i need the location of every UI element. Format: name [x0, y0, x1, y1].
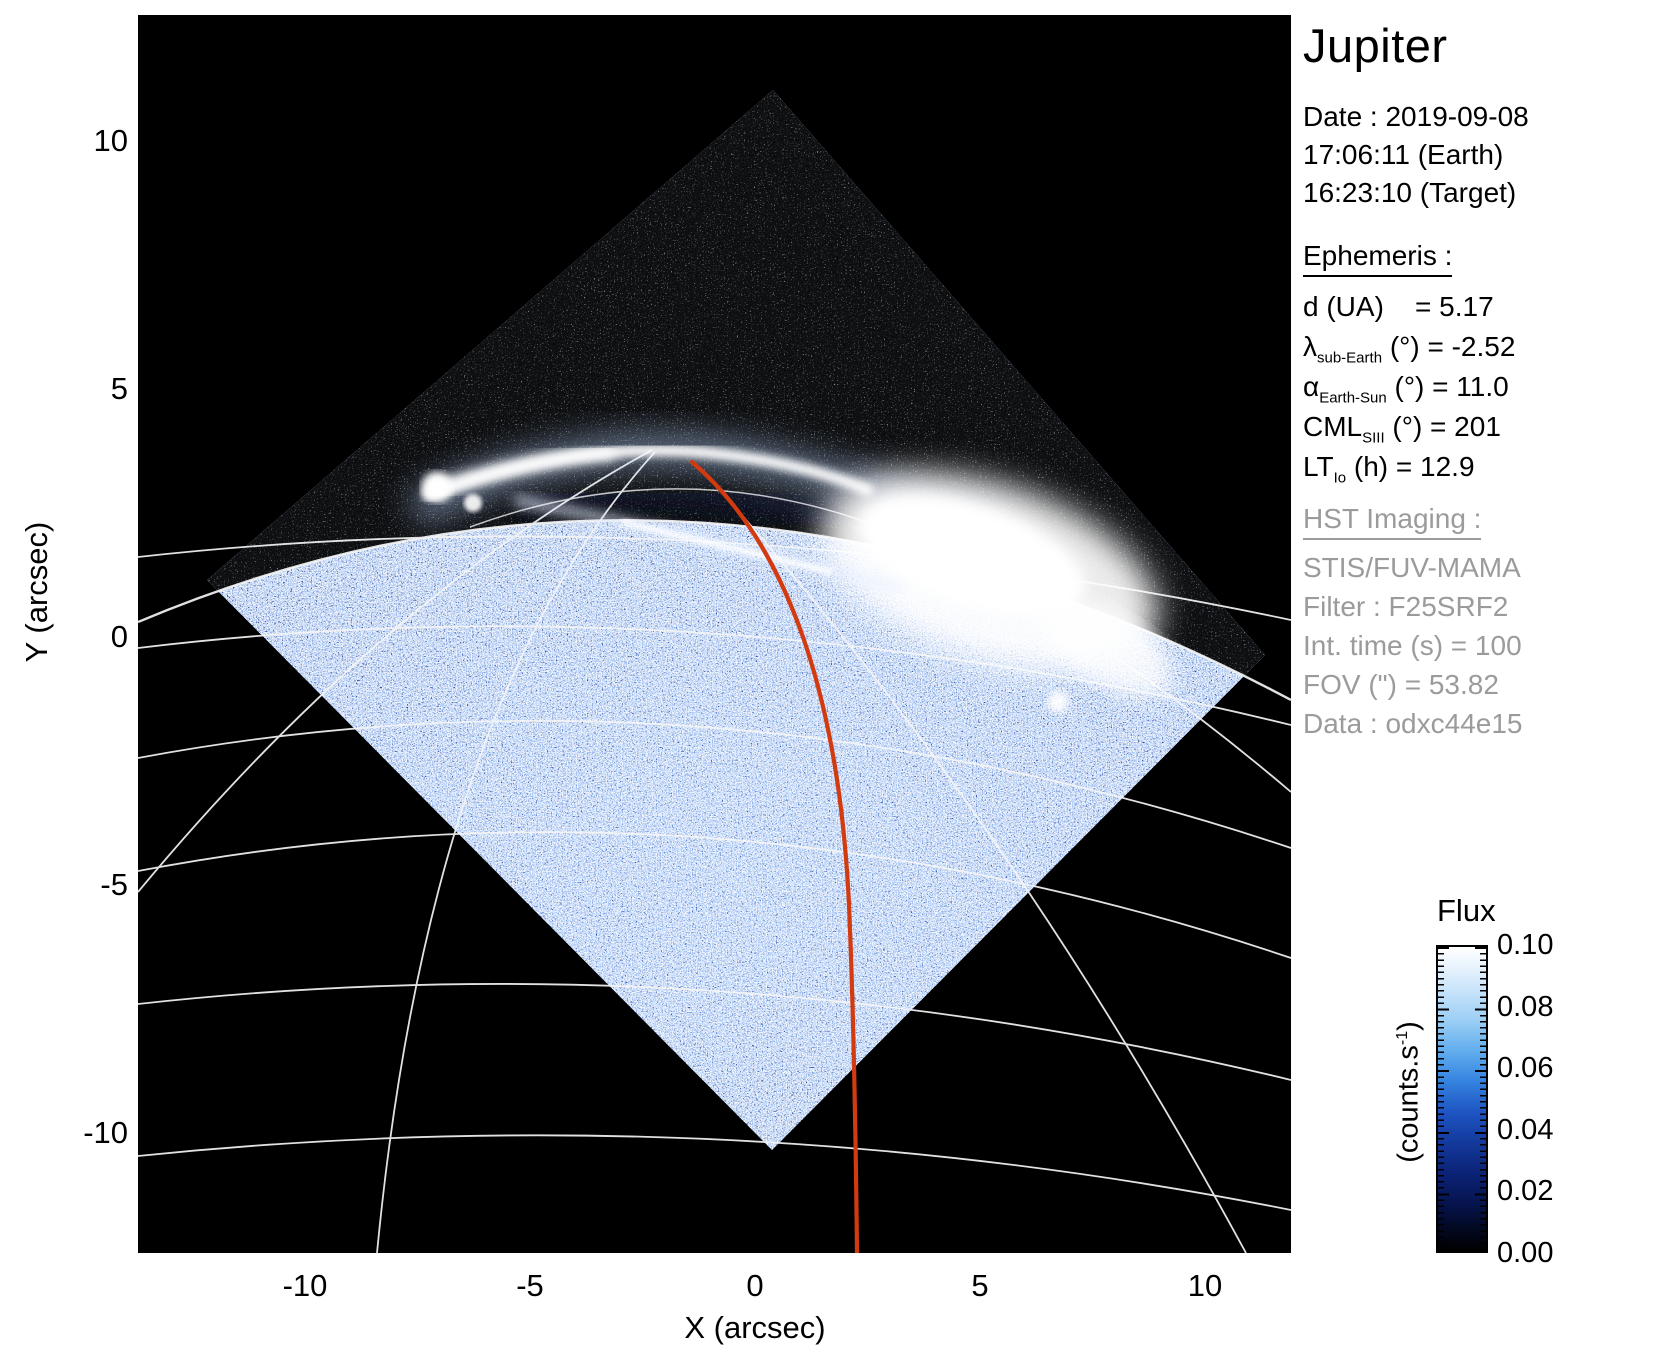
hst-imaging-row: STIS/FUV-MAMA [1303, 552, 1521, 583]
hst-imaging-row: FOV (") = 53.82 [1303, 669, 1499, 700]
x-tick-label: 5 [971, 1268, 989, 1303]
page-title: Jupiter [1303, 19, 1448, 72]
ephemeris-row: λsub-Earth (°) = -2.52 [1303, 331, 1516, 367]
y-tick-label: 10 [93, 123, 128, 158]
ephemeris-rows: d (UA) = 5.17 λsub-Earth (°) = -2.52 αEa… [1303, 291, 1515, 491]
x-tick-label: -10 [282, 1268, 328, 1303]
auroral-oval-emission [407, 432, 1172, 713]
ephemeris-row: CMLSIII (°) = 201 [1303, 411, 1501, 447]
y-tick-label: -10 [83, 1115, 128, 1150]
hst-imaging-rows: STIS/FUV-MAMA Filter : F25SRF2 Int. time… [1303, 552, 1523, 747]
colorbar-title: Flux [1437, 893, 1496, 928]
hst-imaging-row: Filter : F25SRF2 [1303, 591, 1509, 622]
sky-image-plot [138, 15, 1291, 1253]
red-meridian-line [689, 459, 860, 1253]
jupiter-fuv-image [138, 15, 1291, 1253]
observation-datetime: Date : 2019-09-08 17:06:11 (Earth) 16:23… [1303, 98, 1529, 212]
colorbar-major-ticks-right [1475, 947, 1486, 1251]
hst-imaging-row: Int. time (s) = 100 [1303, 630, 1522, 661]
colorbar-tick-label: 0.04 [1497, 1113, 1554, 1146]
hst-imaging-row: Data : odxc44e15 [1303, 708, 1523, 739]
y-axis-label: Y (arcsec) [19, 521, 54, 663]
footprint-spot-left [422, 472, 452, 502]
colorbar-tick-label: 0.08 [1497, 990, 1554, 1023]
colorbar-tick-label: 0.00 [1497, 1237, 1554, 1269]
hst-imaging-section: HST Imaging : STIS/FUV-MAMA Filter : F25… [1303, 503, 1523, 747]
colorbar-unit-label: (counts.s-1) [1392, 1021, 1425, 1163]
y-tick-label: 5 [110, 371, 128, 406]
y-tick-label: 0 [110, 619, 128, 654]
ephemeris-row: αEarth-Sun (°) = 11.0 [1303, 371, 1509, 407]
ephemeris-section: Ephemeris : d (UA) = 5.17 λsub-Earth (°)… [1303, 240, 1515, 491]
x-tick-label: 10 [1187, 1268, 1223, 1303]
observation-time-earth: 17:06:11 (Earth) [1303, 139, 1504, 170]
x-tick-label: -5 [516, 1268, 544, 1303]
x-axis-label: X (arcsec) [684, 1310, 826, 1345]
ephemeris-row: LTIo (h) = 12.9 [1303, 451, 1475, 487]
ephemeris-heading: Ephemeris : [1303, 240, 1453, 277]
flux-colorbar [1436, 945, 1488, 1253]
x-tick-label: 0 [746, 1268, 764, 1303]
hst-imaging-heading: HST Imaging : [1303, 503, 1482, 540]
colorbar-tick-label: 0.02 [1497, 1175, 1554, 1208]
colorbar-major-ticks-left [1438, 947, 1449, 1251]
ephemeris-row: d (UA) = 5.17 [1303, 291, 1494, 322]
y-tick-label: -5 [100, 867, 128, 902]
footprint-spot-right [1047, 691, 1069, 713]
observation-date: Date : 2019-09-08 [1303, 101, 1529, 132]
observation-time-target: 16:23:10 (Target) [1303, 177, 1517, 208]
colorbar-tick-label: 0.06 [1497, 1052, 1554, 1085]
colorbar-tick-label: 0.10 [1497, 929, 1554, 961]
